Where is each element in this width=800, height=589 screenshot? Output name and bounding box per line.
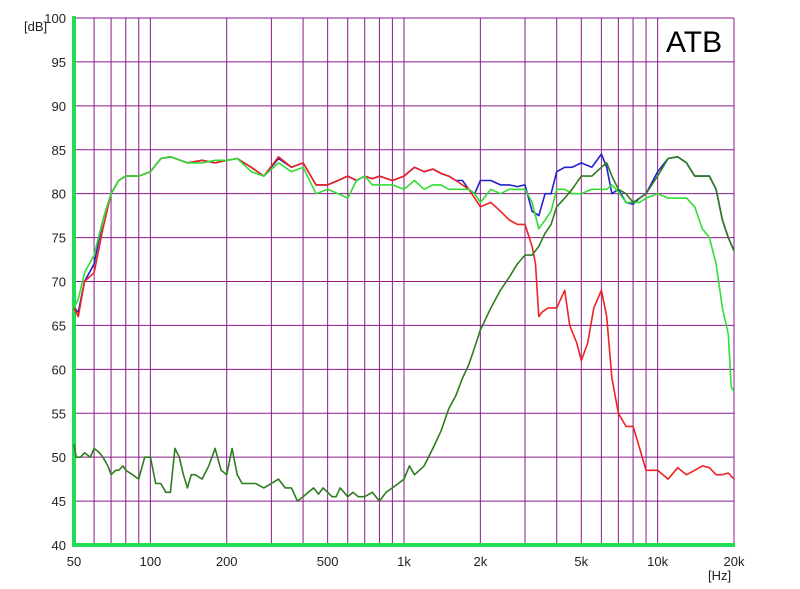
- y-tick-label: 45: [52, 494, 66, 509]
- series-lines: [73, 153, 735, 502]
- y-tick-label: 100: [44, 11, 66, 26]
- x-tick-label: 5k: [574, 554, 588, 569]
- x-tick-label: 10k: [647, 554, 668, 569]
- series-line-3: [73, 156, 735, 392]
- x-tick-label: 100: [140, 554, 162, 569]
- x-tick-label: 200: [216, 554, 238, 569]
- y-tick-label: 70: [52, 275, 66, 290]
- tick-labels: 40 45 50 55 60 65 70 75 80 85 90 95 100 50 100 200 500 1k…: [44, 11, 745, 569]
- y-tick-label: 85: [52, 143, 66, 158]
- y-tick-label: 80: [52, 187, 66, 202]
- x-axis-unit-label: [Hz]: [708, 568, 731, 583]
- x-tick-label: 50: [67, 554, 81, 569]
- y-tick-label: 40: [52, 538, 66, 553]
- y-tick-label: 50: [52, 450, 66, 465]
- series-line-4: [73, 156, 735, 502]
- y-tick-label: 75: [52, 231, 66, 246]
- x-tick-label: 1k: [397, 554, 411, 569]
- axes: [72, 16, 735, 547]
- x-tick-label: 20k: [724, 554, 745, 569]
- y-tick-label: 55: [52, 406, 66, 421]
- x-tick-label: 500: [317, 554, 339, 569]
- y-tick-label: 90: [52, 99, 66, 114]
- y-tick-label: 65: [52, 318, 66, 333]
- chart-badge-label: ATB: [666, 26, 722, 59]
- y-tick-label: 60: [52, 362, 66, 377]
- x-tick-label: 2k: [473, 554, 487, 569]
- y-axis-unit-label: [dB]: [24, 19, 47, 34]
- grid: [73, 17, 735, 546]
- y-tick-label: 95: [52, 55, 66, 70]
